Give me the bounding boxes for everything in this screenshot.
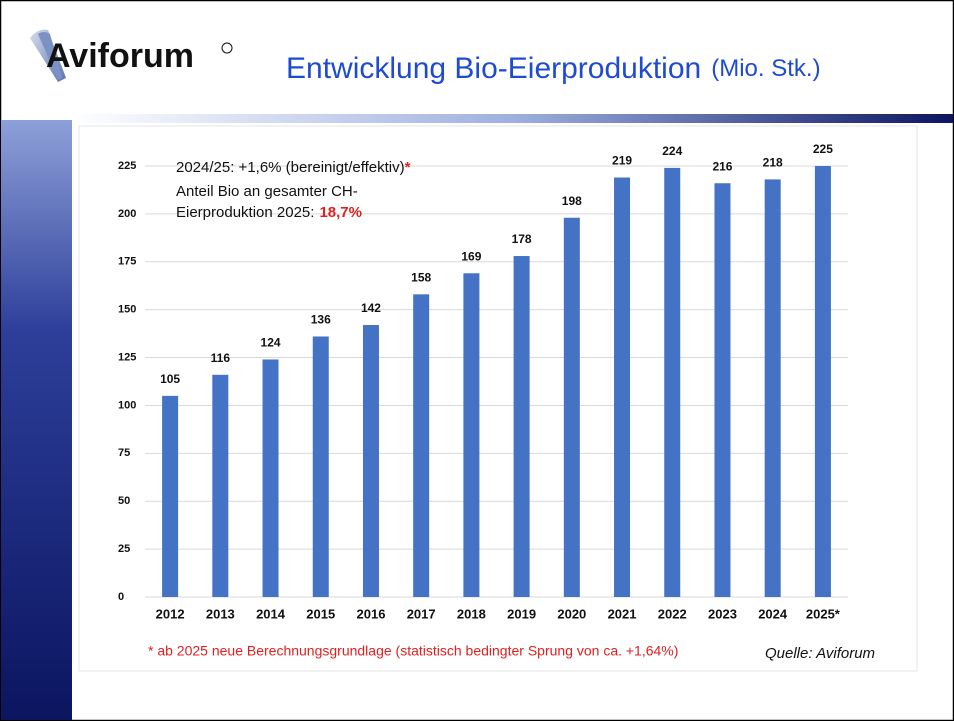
y-tick-label: 50	[118, 495, 130, 507]
x-tick-label: 2015	[306, 606, 335, 621]
source: Quelle: Aviforum	[765, 645, 875, 662]
x-tick-label: 2018	[457, 606, 486, 621]
data-label: 198	[562, 194, 582, 208]
bar	[563, 217, 580, 597]
y-tick-label: 150	[118, 304, 136, 316]
x-tick-label: 2017	[407, 606, 436, 621]
plot: 0 25 50 75 100 125 150 175 200 225 105 2012 116 2013 1…	[118, 142, 848, 621]
data-label: 116	[211, 351, 231, 365]
data-label: 169	[461, 249, 481, 263]
bar	[463, 273, 480, 597]
x-tick-label: 2019	[507, 606, 536, 621]
data-label: 225	[813, 142, 833, 156]
data-label: 136	[311, 313, 331, 327]
logo: Aviforum	[46, 37, 194, 75]
y-tick-label: 200	[118, 208, 136, 220]
annotation-line3: Eierproduktion 2025: 18,7%	[176, 204, 362, 221]
footnote: * ab 2025 neue Berechnungsgrundlage (sta…	[148, 643, 678, 659]
data-label: 219	[612, 154, 632, 168]
y-tick-label: 100	[118, 399, 136, 411]
x-tick-label: 2025*	[806, 606, 841, 621]
y-tick-label: 75	[118, 447, 130, 459]
bar	[262, 359, 279, 597]
logo-mark	[221, 42, 233, 54]
y-tick-label: 125	[118, 351, 136, 363]
data-label: 105	[160, 372, 180, 386]
x-tick-label: 2013	[206, 606, 235, 621]
annotation-line2: Anteil Bio an gesamter CH-	[176, 183, 358, 200]
data-label: 218	[763, 156, 783, 170]
header-rule	[72, 114, 953, 123]
data-label: 178	[512, 232, 532, 246]
data-label: 124	[261, 336, 281, 350]
data-label: 142	[361, 301, 381, 315]
x-tick-label: 2012	[156, 606, 185, 621]
bar	[614, 177, 631, 597]
data-label: 216	[712, 159, 732, 173]
y-tick-label: 225	[118, 160, 136, 172]
x-tick-label: 2023	[708, 606, 737, 621]
x-tick-label: 2024	[758, 606, 788, 621]
y-tick-label: 175	[118, 256, 136, 268]
sidebar	[1, 120, 72, 720]
data-label: 158	[411, 271, 431, 285]
bar	[312, 336, 329, 597]
bar	[764, 179, 781, 598]
data-label: 224	[662, 144, 682, 158]
title: Entwicklung Bio-Eierproduktion (Mio. Stk.…	[286, 52, 821, 85]
x-tick-label: 2016	[357, 606, 386, 621]
bar	[513, 256, 530, 597]
annotation-line1: 2024/25: +1,6% (bereinigt/effektiv)*	[176, 159, 411, 176]
bar	[212, 374, 229, 597]
y-tick-label: 0	[118, 591, 124, 603]
bar	[413, 294, 430, 597]
y-tick-label: 25	[118, 543, 130, 555]
x-tick-label: 2022	[658, 606, 687, 621]
bar	[362, 324, 379, 597]
x-tick-label: 2020	[557, 606, 586, 621]
bar	[162, 395, 179, 597]
bar	[814, 166, 831, 597]
x-tick-label: 2014	[256, 606, 286, 621]
bar	[664, 167, 681, 597]
logo-icon	[30, 29, 66, 82]
bar	[714, 183, 731, 598]
x-tick-label: 2021	[608, 606, 637, 621]
